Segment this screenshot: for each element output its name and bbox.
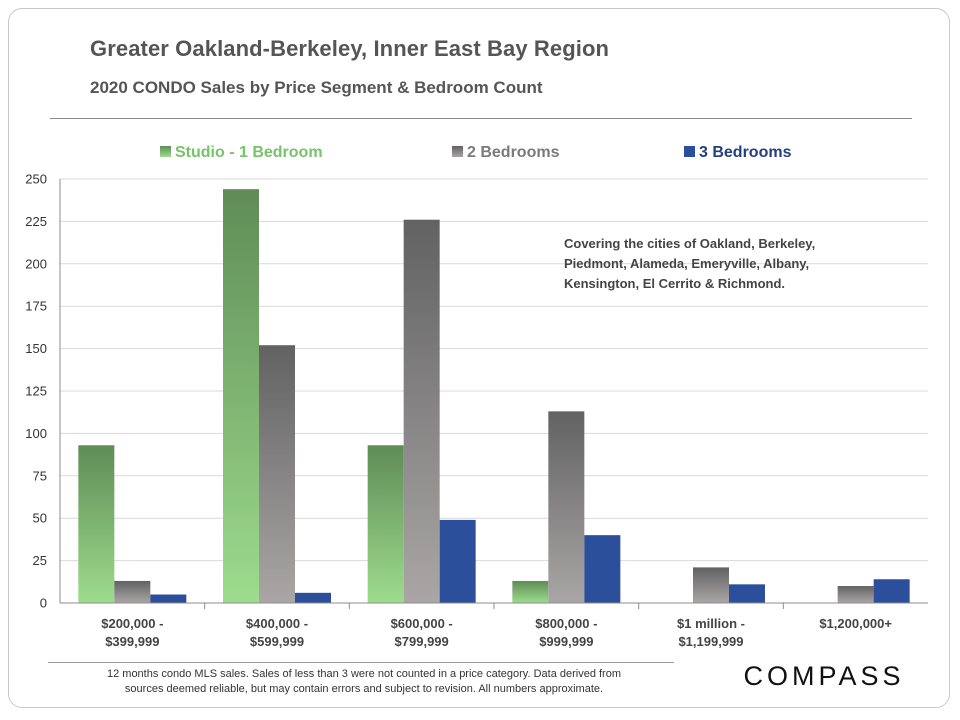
- y-tick-label: 50: [33, 511, 47, 526]
- legend-label: Studio - 1 Bedroom: [175, 144, 323, 161]
- coverage-note: Covering the cities of Oakland, Berkeley…: [564, 234, 864, 294]
- axes: 0 25 50 75 100 125 150 175 200 225 250 $200,000 - $3…: [25, 172, 928, 649]
- bar: [114, 580, 151, 603]
- bar: [584, 535, 621, 603]
- grid-lines: [60, 178, 928, 562]
- y-tick-label: 25: [33, 553, 47, 568]
- x-tick-label: $1 million -: [677, 616, 745, 631]
- x-tick-label: $599,999: [250, 634, 304, 649]
- y-tick-label: 0: [40, 596, 47, 611]
- x-tick-label: $999,999: [539, 634, 593, 649]
- bar: [548, 411, 585, 603]
- x-tick-label: $400,000 -: [246, 616, 308, 631]
- legend-swatch: [160, 146, 171, 157]
- x-tick-label: $600,000 -: [391, 616, 453, 631]
- y-tick-label: 125: [25, 384, 47, 399]
- y-tick-label: 250: [25, 172, 47, 187]
- bar: [873, 579, 910, 603]
- bar: [729, 584, 765, 603]
- footer-line: 12 months condo MLS sales. Sales of less…: [106, 668, 622, 680]
- bar: [259, 345, 295, 603]
- chart-title: Greater Oakland-Berkeley, Inner East Bay…: [90, 36, 610, 61]
- bar: [223, 189, 259, 603]
- coverage-note-line: Covering the cities of Oakland, Berkeley…: [564, 236, 816, 251]
- svg-text:COMPASS: COMPASS: [743, 661, 904, 691]
- footer-line: sources deemed reliable, but may contain…: [124, 683, 604, 695]
- x-tick-label: $1,199,999: [678, 634, 743, 649]
- bar: [512, 580, 549, 603]
- x-tick-label: $1,200,000+: [819, 616, 892, 631]
- y-tick-label: 75: [33, 468, 47, 483]
- legend-label: 3 Bedrooms: [699, 144, 792, 161]
- chart-subtitle: 2020 CONDO Sales by Price Segment & Bedr…: [90, 78, 543, 97]
- title-divider: [50, 118, 912, 119]
- y-tick-label: 200: [25, 256, 47, 271]
- y-tick-label: 150: [25, 341, 47, 356]
- footer-divider: [48, 662, 674, 663]
- chart-frame: [8, 8, 950, 708]
- footer-disclaimer: 12 months condo MLS sales. Sales of less…: [52, 667, 676, 697]
- bar: [295, 592, 331, 603]
- legend-swatch: [684, 146, 695, 157]
- y-tick-label: 100: [25, 426, 47, 441]
- bar: [693, 567, 729, 603]
- legend-label: 2 Bedrooms: [467, 144, 560, 161]
- legend-swatch: [452, 146, 463, 157]
- coverage-note-line: Piedmont, Alameda, Emeryville, Albany,: [564, 256, 810, 271]
- y-tick-label: 225: [25, 214, 47, 229]
- y-tick-label: 175: [25, 299, 47, 314]
- legend: Studio - 1 Bedroom 2 Bedrooms 3 Bedrooms: [160, 144, 792, 161]
- bar: [837, 586, 874, 603]
- x-tick-label: $799,999: [395, 634, 449, 649]
- x-tick-label: $399,999: [105, 634, 159, 649]
- bar: [439, 519, 476, 603]
- compass-logo: COMPASS: [743, 661, 904, 691]
- bar: [78, 445, 115, 603]
- bars: [78, 189, 910, 604]
- bar: [367, 445, 404, 603]
- coverage-note-line: Kensington, El Cerrito & Richmond.: [564, 276, 786, 291]
- x-tick-label: $200,000 -: [101, 616, 163, 631]
- bar: [150, 594, 187, 603]
- x-tick-label: $800,000 -: [535, 616, 597, 631]
- bar: [403, 219, 440, 604]
